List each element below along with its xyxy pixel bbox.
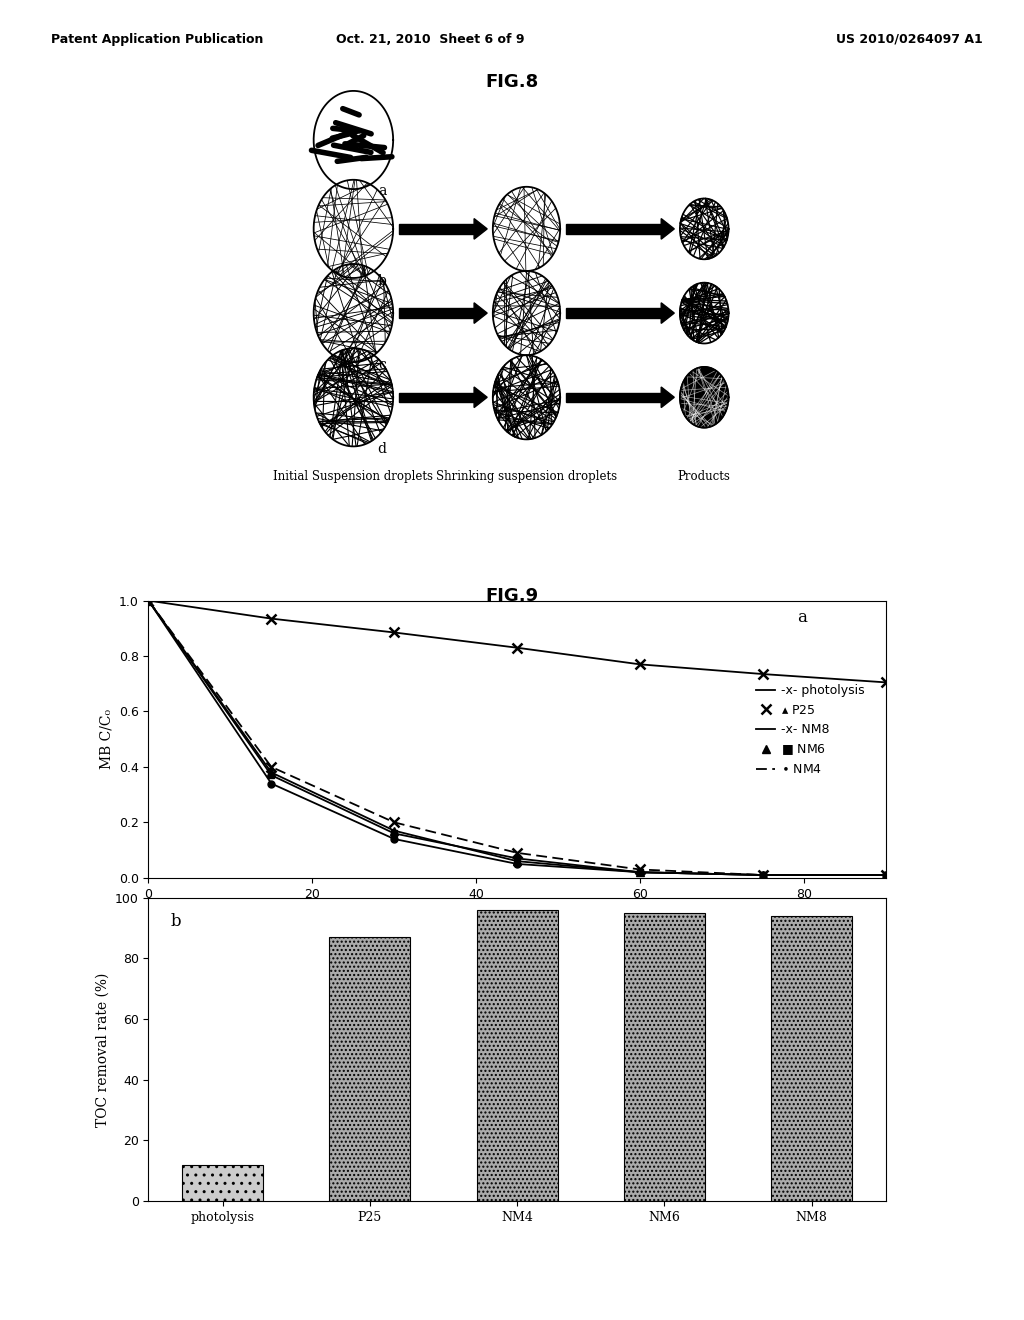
Bar xyxy=(771,916,852,1201)
Polygon shape xyxy=(398,309,474,318)
Y-axis label: TOC removal rate (%): TOC removal rate (%) xyxy=(95,973,110,1126)
-x- photolysis xyxy=(265,611,278,627)
Text: FIG.9: FIG.9 xyxy=(485,587,539,606)
Polygon shape xyxy=(474,302,487,323)
Text: Initial Suspension droplets: Initial Suspension droplets xyxy=(273,470,433,483)
$\bullet$ NM4 xyxy=(880,867,892,883)
Line: $\blacktriangle$ P25: $\blacktriangle$ P25 xyxy=(144,597,890,879)
$\blacksquare$ NM6 xyxy=(511,850,523,866)
$\blacktriangle$ P25 xyxy=(265,764,278,780)
-x- photolysis xyxy=(388,624,400,640)
$\bullet$ NM4 xyxy=(757,867,769,883)
-x- NM8 xyxy=(880,867,892,883)
$\blacksquare$ NM6 xyxy=(142,593,155,609)
Text: a: a xyxy=(378,183,386,198)
$\blacktriangle$ P25 xyxy=(880,867,892,883)
$\blacksquare$ NM6 xyxy=(757,867,769,883)
$\blacktriangle$ P25 xyxy=(388,822,400,838)
Bar xyxy=(182,1164,263,1201)
Y-axis label: MB C/C₀: MB C/C₀ xyxy=(99,709,114,770)
Text: Products: Products xyxy=(678,470,731,483)
Polygon shape xyxy=(566,392,662,403)
Line: $\bullet$ NM4: $\bullet$ NM4 xyxy=(145,597,889,879)
Text: FIG.8: FIG.8 xyxy=(485,73,539,91)
Text: US 2010/0264097 A1: US 2010/0264097 A1 xyxy=(837,33,983,46)
$\blacksquare$ NM6 xyxy=(265,767,278,783)
Polygon shape xyxy=(662,302,674,323)
$\blacksquare$ NM6 xyxy=(634,865,646,880)
$\blacktriangle$ P25 xyxy=(634,865,646,880)
Text: Shrinking suspension droplets: Shrinking suspension droplets xyxy=(436,470,617,483)
$\bullet$ NM4 xyxy=(511,855,523,871)
Text: c: c xyxy=(378,358,386,372)
-x- NM8 xyxy=(511,845,523,861)
Line: -x- NM8: -x- NM8 xyxy=(143,595,891,880)
$\blacktriangle$ P25 xyxy=(757,867,769,883)
Polygon shape xyxy=(398,224,474,234)
Bar xyxy=(476,909,558,1201)
Ellipse shape xyxy=(680,367,728,428)
Polygon shape xyxy=(474,219,487,239)
$\bullet$ NM4 xyxy=(265,776,278,792)
Text: b: b xyxy=(377,275,386,288)
Text: d: d xyxy=(377,442,386,457)
Line: $\blacksquare$ NM6: $\blacksquare$ NM6 xyxy=(145,597,889,879)
-x- NM8 xyxy=(634,862,646,878)
Polygon shape xyxy=(662,387,674,408)
Polygon shape xyxy=(398,392,474,403)
$\blacktriangle$ P25 xyxy=(142,593,155,609)
Text: Oct. 21, 2010  Sheet 6 of 9: Oct. 21, 2010 Sheet 6 of 9 xyxy=(336,33,524,46)
-x- NM8 xyxy=(388,814,400,830)
-x- NM8 xyxy=(265,759,278,775)
Text: Patent Application Publication: Patent Application Publication xyxy=(51,33,263,46)
-x- photolysis xyxy=(880,675,892,690)
-x- photolysis xyxy=(634,656,646,672)
Text: a: a xyxy=(798,609,807,626)
$\blacksquare$ NM6 xyxy=(880,867,892,883)
$\bullet$ NM4 xyxy=(388,832,400,847)
-x- photolysis xyxy=(142,593,155,609)
Bar xyxy=(330,937,411,1201)
$\bullet$ NM4 xyxy=(142,593,155,609)
Legend: -x- photolysis, $\blacktriangle$ P25, -x- NM8, $\blacksquare$ NM6, $\bullet$ NM4: -x- photolysis, $\blacktriangle$ P25, -x… xyxy=(756,685,864,776)
$\blacktriangle$ P25 xyxy=(511,853,523,869)
$\blacksquare$ NM6 xyxy=(388,825,400,841)
-x- photolysis xyxy=(757,667,769,682)
$\bullet$ NM4 xyxy=(634,865,646,880)
-x- photolysis xyxy=(511,640,523,656)
Polygon shape xyxy=(662,219,674,239)
Text: b: b xyxy=(171,913,181,929)
-x- NM8 xyxy=(757,867,769,883)
Polygon shape xyxy=(474,387,487,408)
-x- NM8 xyxy=(142,593,155,609)
Line: -x- photolysis: -x- photolysis xyxy=(143,595,891,688)
Bar xyxy=(624,913,705,1201)
Polygon shape xyxy=(566,309,662,318)
Polygon shape xyxy=(566,224,662,234)
